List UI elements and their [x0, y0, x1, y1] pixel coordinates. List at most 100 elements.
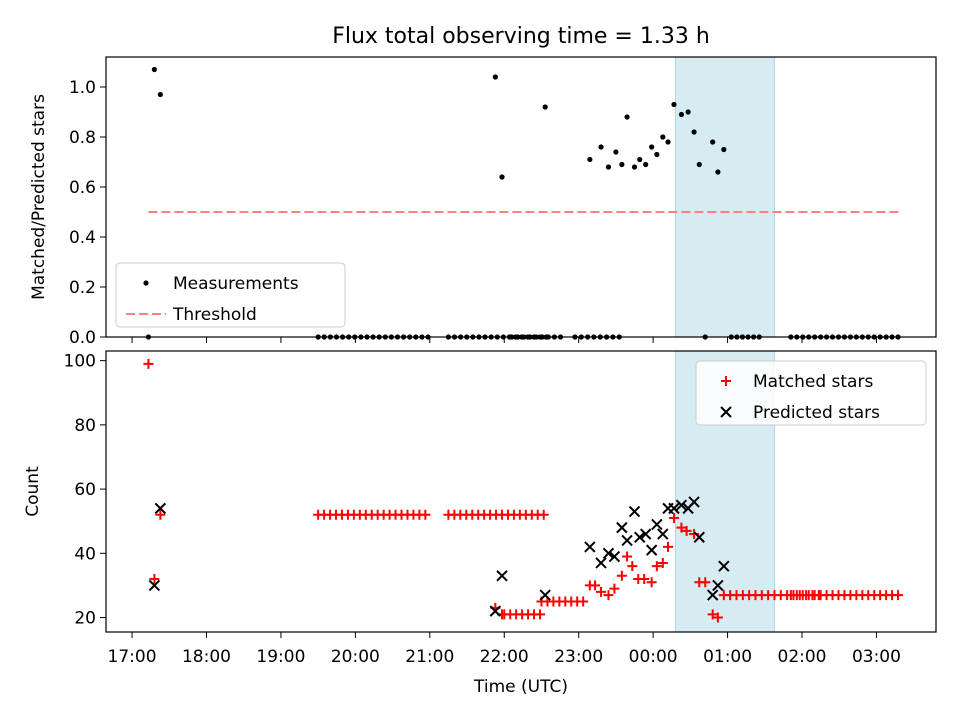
axes-frame — [105, 350, 937, 633]
predicted-star-point — [706, 589, 719, 601]
y-tick-label: 0.4 — [69, 228, 96, 248]
legend-marker — [143, 280, 149, 286]
series-measurements — [145, 66, 901, 340]
x-tick-label: 21:00 — [405, 647, 454, 667]
ratio-panel: 0.0 0.2 0.4 0.6 0.8 1.0 Matched/Predicted star… — [29, 56, 937, 348]
predicted-star-point — [639, 528, 652, 540]
x-tick-label: 03:00 — [852, 647, 901, 667]
x-tick-label: 19:00 — [256, 647, 305, 667]
legend: Matched stars Predicted stars — [695, 360, 927, 426]
measurement-point — [660, 134, 666, 140]
predicted-star-point — [693, 531, 705, 543]
x-tick-label: 01:00 — [703, 647, 752, 667]
measurement-point — [665, 139, 671, 145]
measurement-point — [157, 91, 163, 98]
measurement-point — [499, 174, 505, 180]
predicted-star-point — [584, 541, 596, 553]
predicted-star-point — [628, 505, 641, 518]
y-tick-label: 1.0 — [69, 78, 96, 98]
y-tick-label: 0.8 — [69, 128, 96, 148]
measurement-point — [654, 151, 660, 158]
predicted-star-point — [657, 528, 669, 540]
predicted-star-point — [688, 496, 700, 508]
predicted-star-point — [595, 557, 607, 569]
x-tick-label: 00:00 — [629, 647, 678, 667]
measurement-point — [492, 74, 498, 80]
series-predicted-stars — [148, 496, 730, 617]
matched-star-point — [149, 574, 160, 585]
predicted-star-point — [489, 605, 502, 617]
matched-star-point — [707, 609, 718, 620]
matched-star-point — [712, 612, 723, 623]
y-tick-label: 0.0 — [69, 328, 96, 348]
predicted-star-point — [668, 502, 680, 515]
matched-star-point — [668, 512, 679, 523]
y-tick-label: 60 — [74, 480, 96, 500]
matched-star-point — [534, 609, 545, 620]
chart-title: Flux total observing time = 1.33 h — [332, 24, 710, 49]
matched-star-point — [155, 509, 166, 520]
matched-star-point — [590, 580, 601, 591]
measurement-point — [649, 144, 655, 150]
x-tick-label: 02:00 — [778, 647, 827, 667]
measurement-point — [605, 164, 612, 170]
matched-star-point — [622, 551, 633, 562]
y-tick-label: 0.2 — [69, 278, 96, 298]
matched-star-point — [700, 577, 711, 588]
measurement-point — [696, 161, 702, 168]
matched-star-point — [681, 525, 692, 536]
predicted-star-point — [608, 550, 621, 563]
matched-star-point — [578, 596, 589, 607]
measurement-point — [671, 101, 677, 108]
matched-star-point — [603, 590, 614, 601]
x-tick-label: 20:00 — [331, 647, 380, 667]
x-axis-label: Time (UTC) — [473, 677, 568, 697]
matched-star-point — [657, 557, 668, 568]
predicted-star-point — [645, 544, 658, 556]
matched-star-point — [893, 590, 904, 601]
matched-star-point — [646, 577, 657, 588]
matched-star-point — [663, 541, 674, 552]
axes-frame — [105, 56, 937, 338]
measurement-point — [151, 66, 157, 73]
measurement-point — [685, 109, 691, 115]
predicted-star-point — [154, 502, 167, 515]
legend-label: Predicted stars — [753, 403, 880, 423]
legend-box — [115, 262, 346, 328]
matched-star-point — [616, 570, 627, 581]
legend-marker — [721, 376, 731, 386]
measurement-point — [624, 114, 630, 120]
x-tick-label: 18:00 — [182, 647, 231, 667]
y-axis-label: Matched/Predicted stars — [29, 94, 49, 300]
matched-star-point — [627, 561, 638, 572]
y-tick-label: 20 — [74, 609, 96, 629]
matched-star-point — [596, 586, 607, 597]
legend-label: Threshold — [172, 305, 257, 325]
predicted-star-point — [675, 499, 688, 511]
measurement-point — [678, 111, 685, 118]
matched-star-point — [651, 561, 662, 572]
predicted-star-point — [148, 579, 161, 592]
y-tick-label: 0.6 — [69, 178, 96, 198]
measurement-point — [715, 169, 721, 175]
x-tick-label: 23:00 — [554, 647, 603, 667]
matched-star-point — [143, 358, 154, 369]
measurement-point — [542, 104, 548, 110]
y-tick-label: 40 — [74, 544, 96, 564]
legend-label: Matched stars — [753, 372, 873, 392]
series-matched-stars — [143, 358, 904, 623]
predicted-star-point — [539, 589, 551, 601]
predicted-star-point — [616, 521, 628, 534]
x-tick-label: 17:00 — [108, 647, 157, 667]
predicted-star-point — [621, 534, 633, 547]
matched-star-point — [609, 583, 620, 594]
legend: Measurements Threshold — [115, 262, 346, 328]
predicted-star-point — [712, 579, 724, 592]
y-tick-label: 80 — [74, 416, 96, 436]
y-tick-label: 100 — [64, 352, 96, 372]
matched-star-point — [639, 574, 650, 585]
predicted-star-point — [718, 560, 730, 572]
legend-box — [695, 360, 927, 426]
measurement-point — [631, 164, 638, 170]
